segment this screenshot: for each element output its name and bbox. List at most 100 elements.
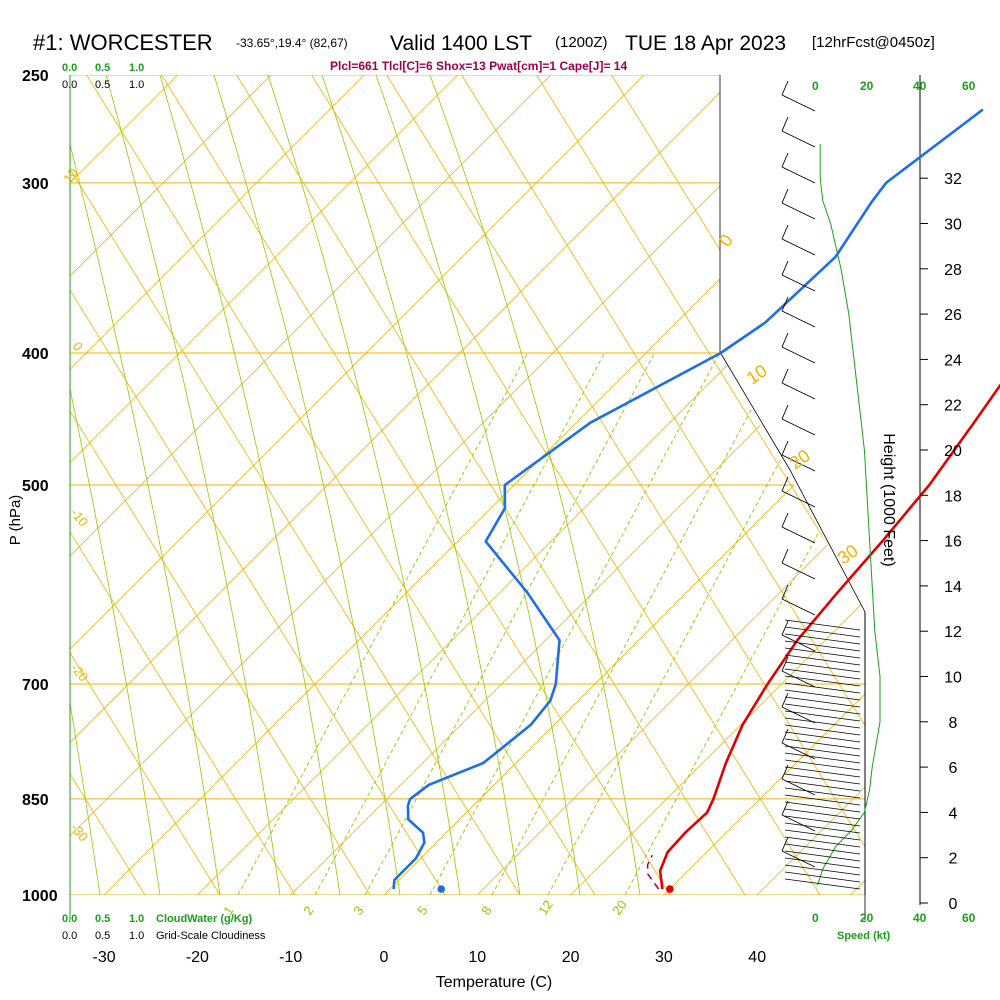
cloudwater-scale-bottom: 0.0 xyxy=(62,913,77,925)
cloudiness-scale-top: 1.0 xyxy=(129,79,144,91)
parcel-line xyxy=(646,854,660,890)
wind-barb-staff xyxy=(784,626,861,638)
forecast-tag: [12hrFcst@0450z] xyxy=(812,34,935,51)
moist-adiabat-line xyxy=(70,75,101,895)
wind-barb-flag xyxy=(781,692,789,708)
stability-indices: Plcl=661 Tlcl[C]=6 Shox=13 Pwat[cm]=1 Ca… xyxy=(330,59,627,73)
wind-barb-staff xyxy=(781,274,816,292)
pressure-tick-label: 850 xyxy=(22,792,49,809)
wind-barb-staff xyxy=(784,829,861,841)
moist-adiabat-line xyxy=(213,75,401,895)
wind-barb-staff xyxy=(784,871,861,883)
wind-barb-staff xyxy=(784,752,861,764)
wind-barb-flag xyxy=(781,368,789,384)
wind-barb-flag xyxy=(781,800,789,816)
wind-barb-staff xyxy=(784,787,861,799)
dry-adiabat-line xyxy=(70,75,446,895)
wind-barb-flag xyxy=(781,224,789,240)
cloudiness-scale-bottom: 0.5 xyxy=(95,930,110,942)
wind-barb-staff xyxy=(781,130,816,148)
height-tick-label: 20 xyxy=(944,443,962,460)
wind-barb-flag xyxy=(781,548,789,564)
moist-adiabat-line xyxy=(321,75,521,895)
mixing-ratio-label: 20 xyxy=(609,897,630,917)
isotherm-line xyxy=(850,75,865,895)
isotherm-line xyxy=(70,75,552,895)
wind-barb-staff xyxy=(784,801,861,813)
wind-barb-staff xyxy=(781,454,816,472)
height-tick-label: 14 xyxy=(944,579,962,596)
wind-barb-flag xyxy=(781,728,789,744)
wind-barb-staff xyxy=(781,706,816,724)
wind-barb-flag xyxy=(781,80,789,96)
temperature-tick-label: 0 xyxy=(380,949,389,966)
wind-barb-staff xyxy=(784,808,861,820)
pressure-tick-label: 700 xyxy=(22,677,49,694)
cloudwater-scale-top: 0.5 xyxy=(95,62,110,74)
wind-barb-staff xyxy=(784,745,861,757)
isotherm-line xyxy=(70,75,272,895)
mixing-ratio-line xyxy=(429,351,721,895)
mixing-ratio-line xyxy=(491,351,783,895)
y-axis-label: P (hPa) xyxy=(7,495,24,546)
pressure-tick-label: 300 xyxy=(22,176,49,193)
dry-adiabat-line xyxy=(70,75,371,895)
wind-barb-staff xyxy=(781,382,816,400)
wind-barbs xyxy=(781,80,861,890)
temperature-tick-label: 40 xyxy=(748,949,766,966)
dry-adiabat-line xyxy=(461,75,865,895)
height-axis-label: Height (1000 Feet) xyxy=(880,433,897,566)
surface_dewpoint-marker xyxy=(437,885,446,893)
speed-scale-bottom: 40 xyxy=(913,911,927,925)
wind-barb-staff xyxy=(784,703,861,715)
mixing-ratio-line xyxy=(237,351,529,895)
speed-scale-bottom: 0 xyxy=(812,911,819,925)
background-grid xyxy=(69,75,921,920)
wind-barb-staff xyxy=(781,346,816,364)
wind-barb-flag xyxy=(781,512,789,528)
wind-barb-staff xyxy=(784,710,861,722)
wind-barb-staff xyxy=(781,850,816,868)
pressure-tick-label: 1000 xyxy=(22,888,58,905)
temperature-line xyxy=(658,383,1000,890)
wind-barb-staff xyxy=(781,526,816,544)
wind-barb-staff xyxy=(784,850,861,862)
wind-barb-staff xyxy=(784,857,861,869)
profile-lines xyxy=(392,80,1000,893)
cloudiness-label: Grid-Scale Cloudiness xyxy=(156,930,266,942)
cloudiness-scale-top: 0.0 xyxy=(62,79,77,91)
isotherm-line xyxy=(663,75,865,895)
x-axis-label: Temperature (C) xyxy=(436,974,552,991)
wind-barb-staff xyxy=(784,794,861,806)
wind-barb-staff xyxy=(781,166,816,184)
dry-adiabat-line xyxy=(161,75,671,895)
wind-barb-staff xyxy=(784,717,861,729)
isotherm-label: 0 xyxy=(70,339,86,354)
temperature-tick-label: -30 xyxy=(93,949,116,966)
dry-adiabat-line xyxy=(386,75,865,895)
isotherm-line xyxy=(70,75,832,895)
wind-barb-staff xyxy=(784,640,861,652)
wind-barb-staff xyxy=(781,598,816,616)
height-tick-label: 4 xyxy=(949,805,958,822)
wind-barb-staff xyxy=(784,836,861,848)
wind-barb-flag xyxy=(781,116,789,132)
speed-axis-label: Speed (kt) xyxy=(837,930,891,942)
cloudiness-scale-bottom: 1.0 xyxy=(129,930,144,942)
temperature-tick-label: -10 xyxy=(279,949,302,966)
wind-barb-flag xyxy=(781,656,789,672)
mixing-ratio-label: 8 xyxy=(478,903,494,918)
height-tick-label: 28 xyxy=(944,262,962,279)
height-tick-label: 22 xyxy=(944,398,962,415)
moist-adiabat-line xyxy=(105,75,281,895)
mixing-ratio-label: 2 xyxy=(300,903,316,918)
wind-barb-staff xyxy=(781,490,816,508)
wind-barb-staff xyxy=(784,766,861,778)
pressure-tick-label: 250 xyxy=(22,68,49,85)
wind-barb-staff xyxy=(784,843,861,855)
height-tick-label: 2 xyxy=(949,851,958,868)
isotherm-label: -20 xyxy=(68,660,92,684)
wind-barb-flag xyxy=(781,584,789,600)
isotherm-line xyxy=(477,75,865,895)
wind-barb-staff xyxy=(784,773,861,785)
